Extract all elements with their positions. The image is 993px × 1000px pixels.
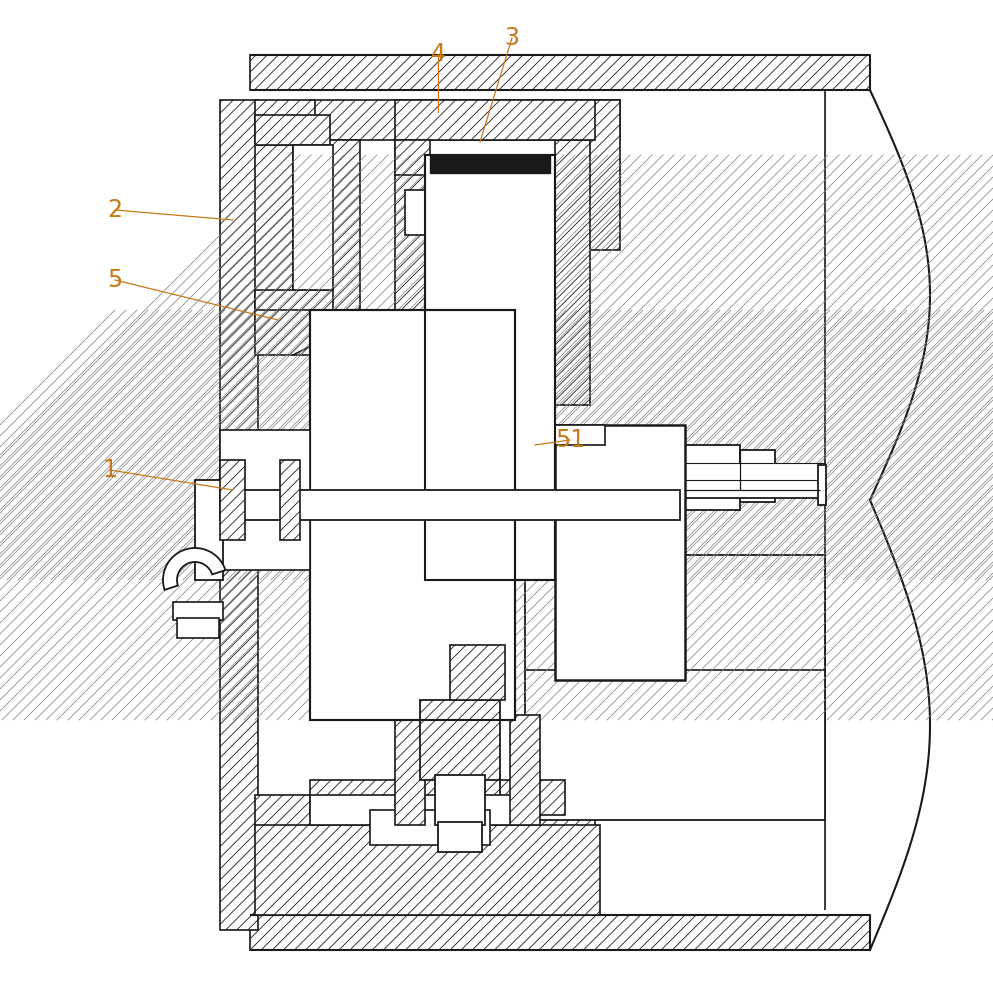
Bar <box>740 450 775 502</box>
Bar <box>255 795 595 830</box>
Bar <box>560 100 620 250</box>
Bar <box>293 145 333 290</box>
Bar <box>430 155 550 173</box>
Bar <box>255 825 600 915</box>
Bar <box>680 463 825 480</box>
Bar <box>293 330 333 355</box>
Bar <box>510 715 540 825</box>
Bar <box>255 290 333 335</box>
Bar <box>310 140 360 400</box>
Bar <box>310 310 345 720</box>
Bar <box>255 145 293 310</box>
Bar <box>555 140 590 405</box>
Bar <box>370 810 490 845</box>
Bar <box>220 100 258 930</box>
Bar <box>680 480 825 498</box>
Bar <box>395 140 425 400</box>
Bar <box>420 775 500 825</box>
Polygon shape <box>255 310 333 355</box>
Bar <box>220 490 680 520</box>
Bar <box>310 780 565 815</box>
Bar <box>395 715 425 825</box>
Bar <box>255 115 330 145</box>
Bar <box>250 915 870 950</box>
Bar <box>425 155 555 580</box>
Bar <box>395 140 430 175</box>
Bar <box>425 155 555 580</box>
Text: 4: 4 <box>431 42 446 66</box>
Polygon shape <box>163 548 225 590</box>
Bar <box>310 795 515 825</box>
Bar <box>310 310 515 720</box>
Bar <box>310 100 620 140</box>
Bar <box>220 430 310 570</box>
Bar <box>555 425 605 445</box>
Bar <box>195 480 223 580</box>
Text: 3: 3 <box>504 26 519 50</box>
Bar <box>680 445 740 510</box>
Bar <box>420 700 500 780</box>
Bar <box>438 822 482 852</box>
Bar <box>255 100 315 145</box>
Bar <box>280 460 300 540</box>
Bar <box>395 100 595 140</box>
Bar <box>818 465 826 505</box>
Text: 51: 51 <box>555 428 585 452</box>
Bar <box>177 618 219 638</box>
Bar <box>525 555 825 820</box>
Bar <box>435 775 485 825</box>
Text: 5: 5 <box>107 268 122 292</box>
Bar <box>310 310 515 720</box>
Bar <box>555 425 685 680</box>
Bar <box>405 190 425 235</box>
Text: 2: 2 <box>107 198 122 222</box>
Text: 1: 1 <box>102 458 117 482</box>
Bar <box>173 602 223 620</box>
Bar <box>450 645 505 700</box>
Bar <box>250 55 870 90</box>
Bar <box>220 460 245 540</box>
